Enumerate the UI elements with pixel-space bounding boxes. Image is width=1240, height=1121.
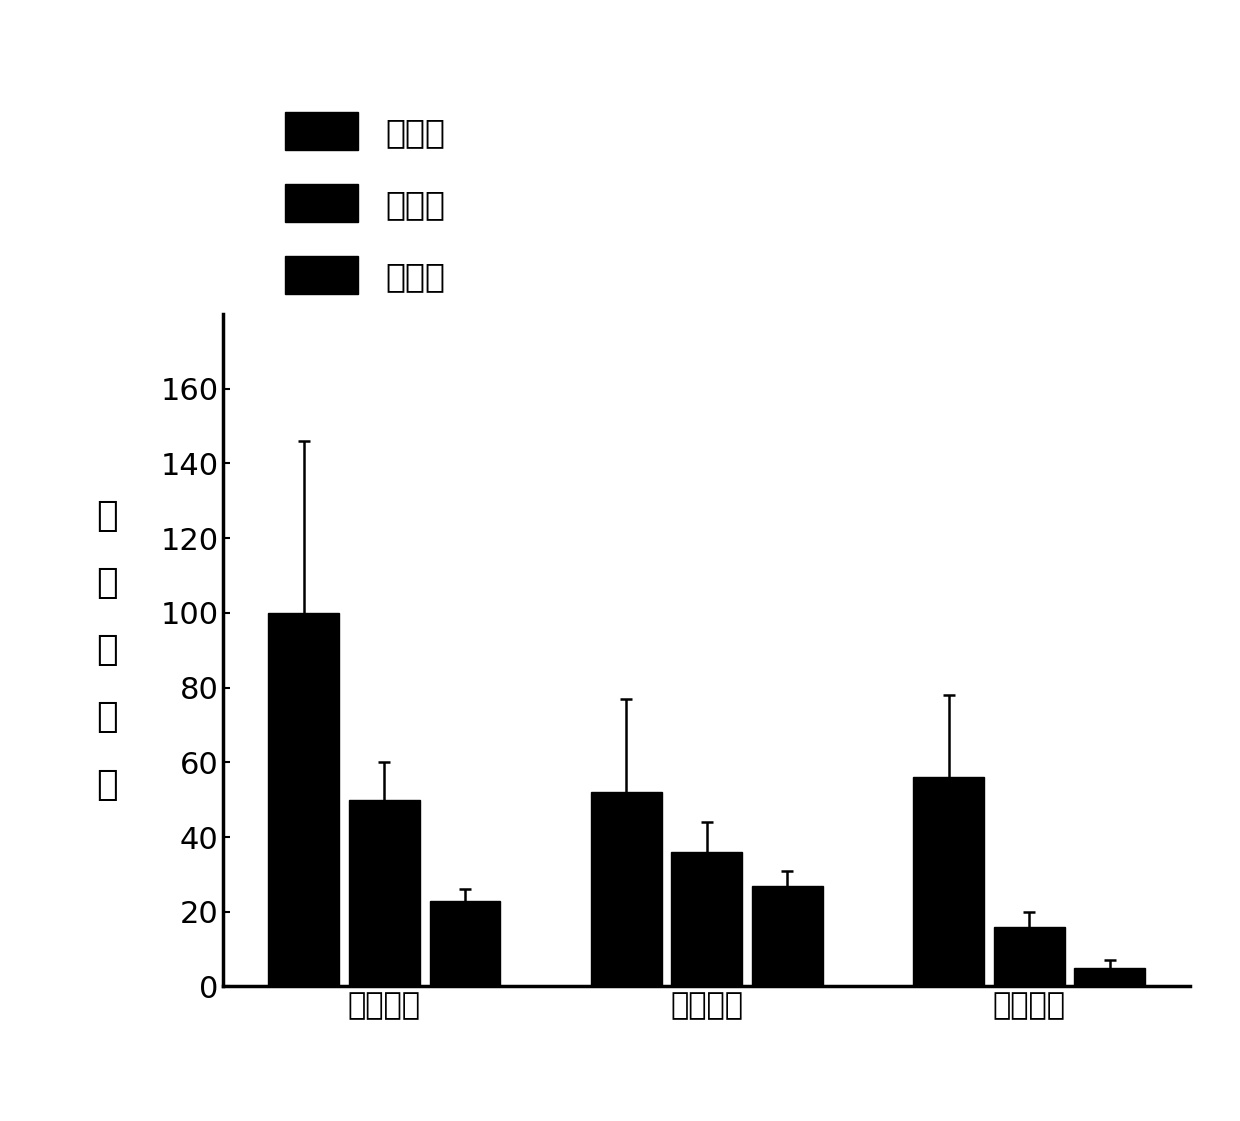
Bar (993, 927, 1065, 986)
Text: 强: 强 (97, 701, 118, 734)
Bar (913, 777, 985, 986)
Legend: 非肺癌, 肺腺癌, 肺鳞癌: 非肺癌, 肺腺癌, 肺鳞癌 (272, 99, 459, 307)
Text: 自: 自 (97, 499, 118, 532)
Bar (590, 793, 662, 986)
Text: 度: 度 (97, 768, 118, 802)
Text: 光: 光 (97, 633, 118, 667)
Bar (268, 613, 340, 986)
Bar (671, 852, 743, 986)
Bar (429, 900, 501, 986)
Bar (1074, 967, 1146, 986)
Bar (348, 799, 420, 986)
Bar (751, 886, 823, 986)
Text: 支: 支 (97, 566, 118, 600)
